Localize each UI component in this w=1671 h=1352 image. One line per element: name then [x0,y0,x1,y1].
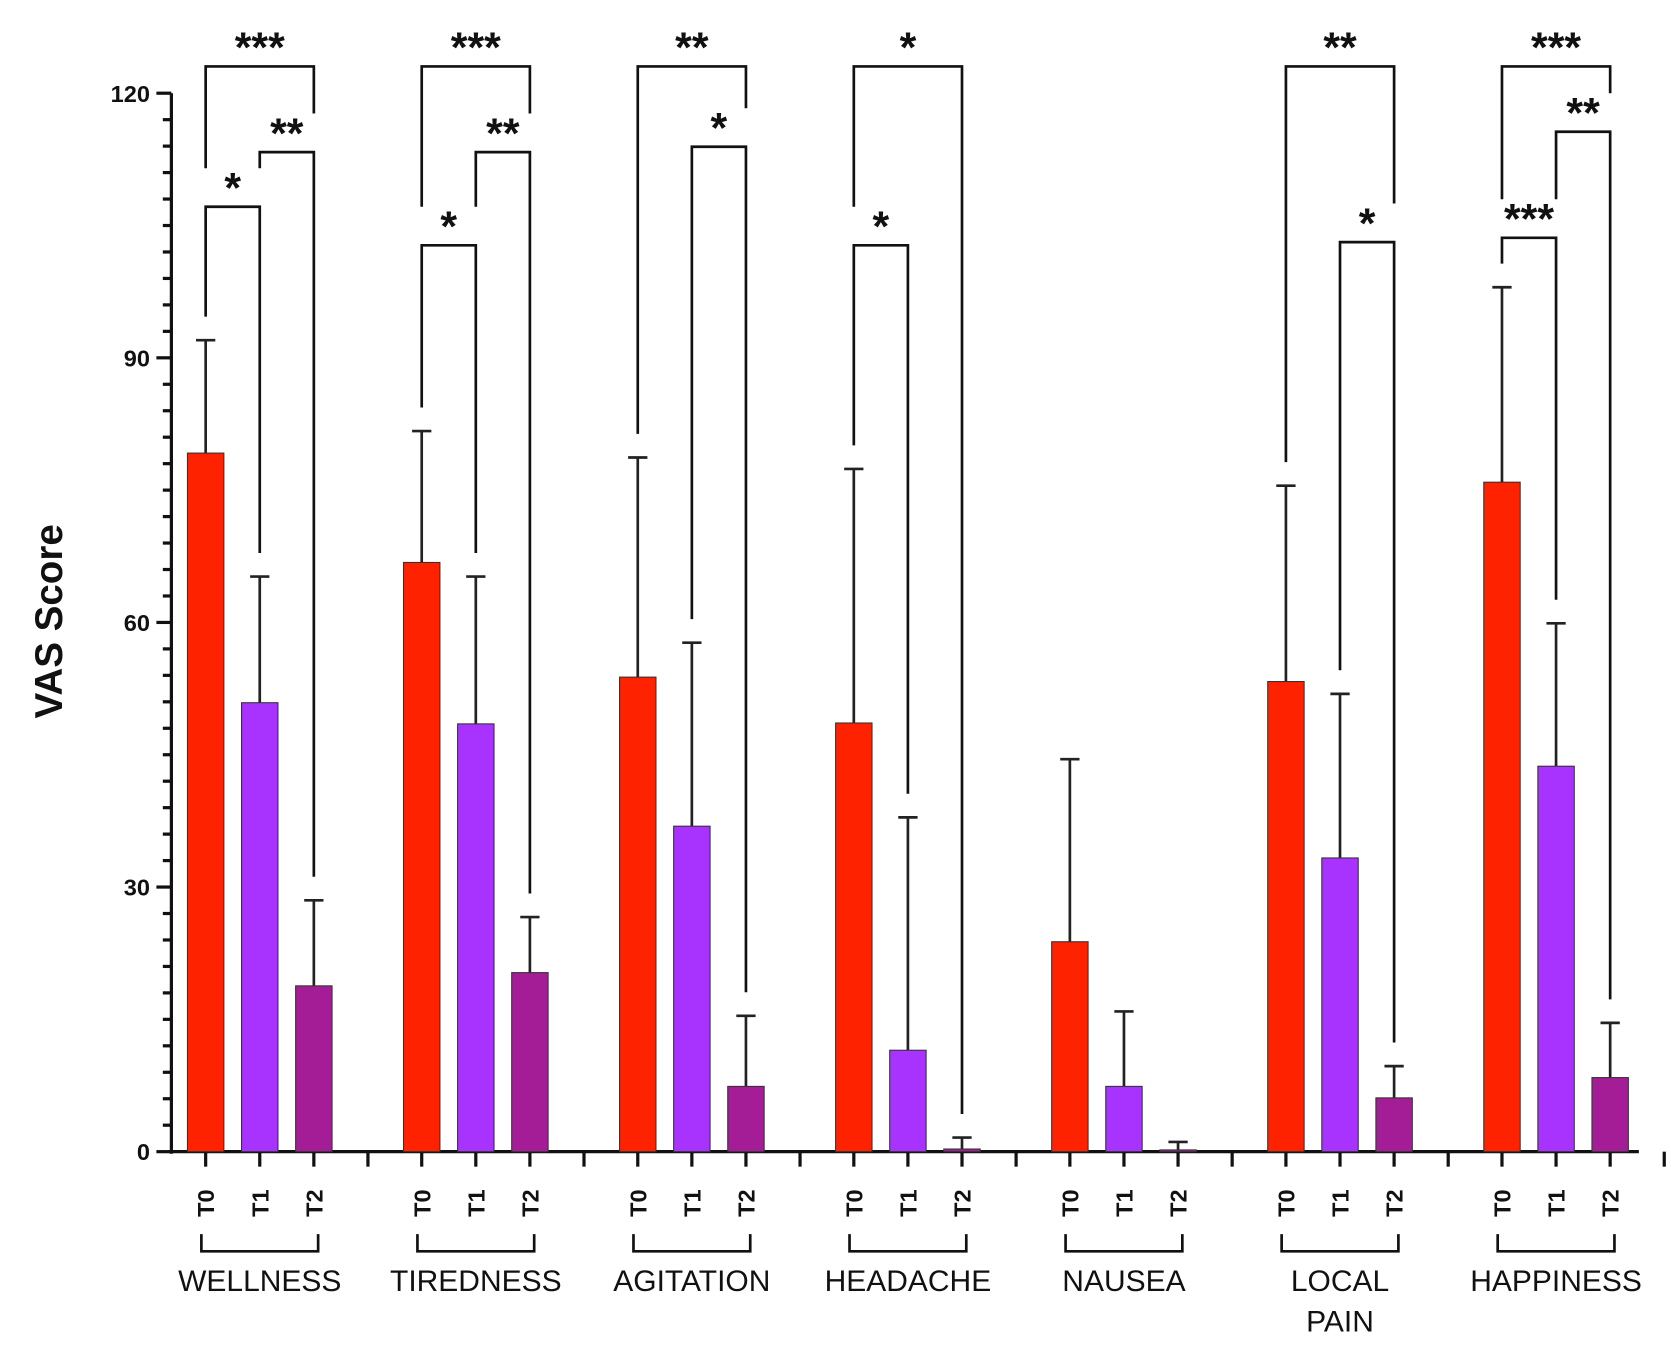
x-tick-label: T2 [517,1189,543,1216]
significance-bracket [1284,65,1396,463]
significance-label: ** [675,24,709,72]
significance-bracket [1338,240,1396,1043]
significance-label: ** [1566,89,1600,137]
group-bracket [1280,1234,1400,1253]
significance-label: *** [1504,196,1554,244]
significance-label: ** [486,110,520,158]
group-label: HAPPINESS [1470,1265,1642,1298]
x-tick-label: T1 [1328,1189,1354,1216]
x-tick-label: T2 [734,1189,760,1216]
group-bracket [848,1234,968,1253]
bar-tiredness-t0 [402,561,441,1153]
significance-label: ** [1323,24,1357,72]
bar-local-pain-t1 [1321,857,1359,1153]
x-tick-label: T1 [895,1189,921,1216]
group-label: NAUSEA [1062,1265,1185,1298]
significance-bracket [204,205,262,553]
bar-headache-t2 [943,1148,981,1153]
significance-bracket [636,65,748,434]
x-tick-label: T1 [1544,1189,1570,1216]
significance-label: *** [451,24,501,72]
x-tick-label: T0 [409,1189,435,1216]
group-bracket [632,1234,752,1253]
significance-bracket [420,243,478,553]
bar-happiness-t2 [1591,1077,1629,1153]
significance-bracket [690,145,748,993]
x-tick-label: T0 [193,1189,219,1216]
group-label: PAIN [1306,1306,1374,1339]
x-tick-label: T1 [1112,1189,1138,1216]
bar-headache-t0 [835,722,873,1153]
significance-label: *** [1531,24,1581,72]
group-bracket [200,1234,320,1253]
bar-local-pain-t0 [1267,680,1305,1153]
x-tick-label: T1 [247,1189,273,1216]
x-tick-label: T0 [841,1189,867,1216]
significance-bracket [852,243,910,794]
significance-bracket [1554,130,1612,1000]
x-tick-label: T0 [625,1189,651,1216]
significance-bracket [474,150,532,894]
y-tick-label: 120 [111,81,150,107]
x-tick-label: T1 [463,1189,489,1216]
bar-headache-t1 [889,1049,927,1153]
x-tick-label: T2 [301,1189,327,1216]
group-label: WELLNESS [178,1265,341,1298]
bar-wellness-t2 [295,985,333,1153]
y-tick-label: 0 [137,1139,150,1165]
y-tick-label: 90 [124,345,150,371]
bar-agitation-t1 [673,825,711,1153]
significance-bracket [258,150,316,877]
bar-agitation-t2 [727,1085,765,1153]
group-label: AGITATION [613,1265,770,1298]
significance-label: ** [270,110,304,158]
bar-tiredness-t2 [511,972,549,1153]
bar-nausea-t0 [1051,941,1089,1153]
significance-label: * [711,104,728,152]
significance-bracket [1500,236,1558,600]
bar-wellness-t1 [241,702,279,1153]
significance-label: * [873,203,890,251]
x-tick-label: T0 [1057,1189,1083,1216]
x-tick-label: T1 [679,1189,705,1216]
x-tick-label: T2 [1166,1189,1192,1216]
bar-tiredness-t1 [457,723,495,1153]
significance-label: * [440,203,457,251]
group-label: TIREDNESS [390,1265,562,1298]
x-tick-label: T2 [950,1189,976,1216]
y-axis-label: VAS Score [28,524,71,718]
bar-agitation-t0 [619,676,657,1153]
x-tick-label: T2 [1382,1189,1408,1216]
bar-nausea-t1 [1105,1085,1143,1153]
significance-label: * [224,164,241,212]
x-tick-label: T2 [1598,1189,1624,1216]
significance-label: *** [235,24,285,72]
significance-label: * [1359,200,1376,248]
x-tick-label: T0 [1273,1189,1299,1216]
significance-bracket [420,65,532,207]
bar-wellness-t0 [186,452,225,1153]
y-tick-label: 30 [124,875,150,901]
significance-label: * [900,24,917,72]
y-tick-label: 60 [124,610,150,636]
group-bracket [1064,1234,1184,1253]
bar-local-pain-t2 [1375,1097,1413,1153]
significance-bracket [1500,65,1612,200]
bar-nausea-t2 [1159,1149,1197,1153]
group-bracket [416,1234,536,1253]
bar-happiness-t0 [1483,481,1521,1153]
significance-bracket [852,65,964,1114]
group-label: LOCAL [1291,1265,1389,1298]
significance-bracket [204,65,316,169]
group-bracket [1496,1234,1616,1253]
bar-happiness-t1 [1537,765,1575,1153]
x-tick-label: T0 [1490,1189,1516,1216]
group-label: HEADACHE [825,1265,992,1298]
